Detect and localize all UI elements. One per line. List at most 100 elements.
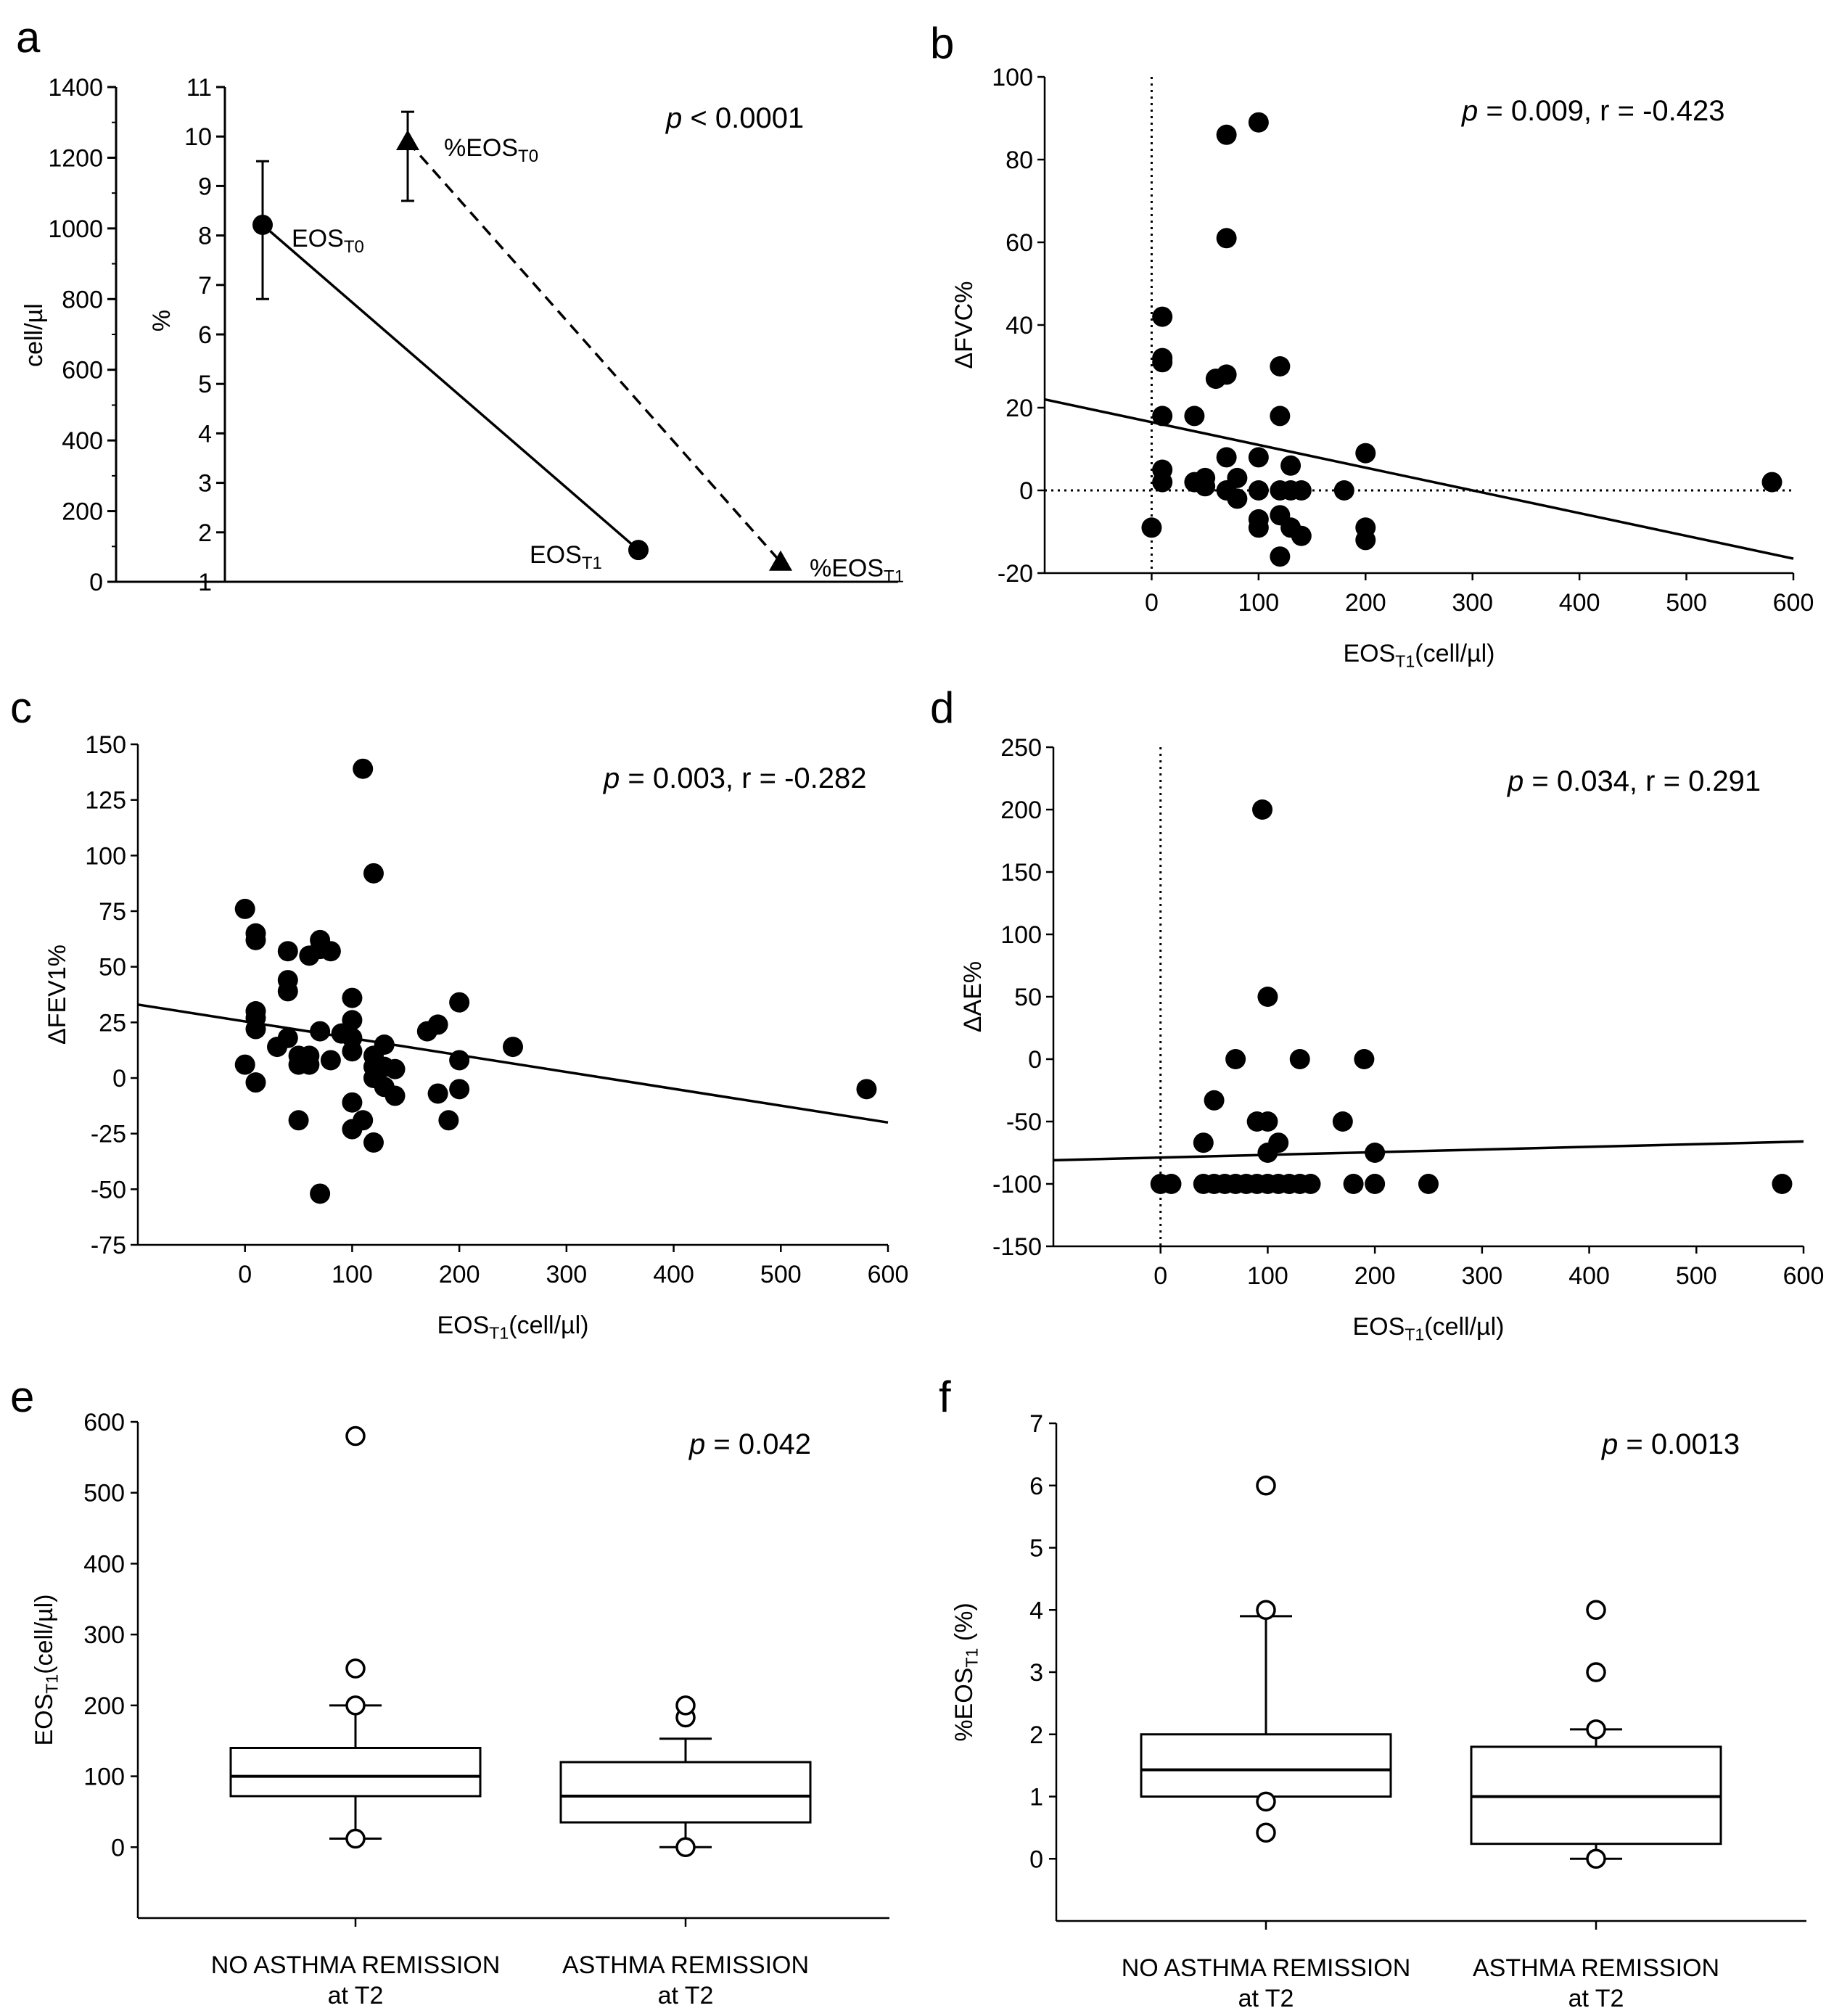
y-tick-label: 100	[83, 1764, 125, 1791]
left-y-tick-label: 400	[62, 427, 103, 455]
group-label: NO ASTHMA REMISSION	[211, 1951, 501, 1979]
data-point	[1761, 472, 1782, 493]
x-tick-label: 0	[238, 1261, 252, 1288]
inner-y-tick-label: 3	[198, 470, 212, 498]
data-point	[277, 1027, 298, 1048]
data-point	[1225, 1049, 1246, 1069]
group-label: ASTHMA REMISSION	[1473, 1954, 1719, 1982]
axis-label-rest: (cell/µl)	[1424, 1313, 1504, 1341]
point-label: EOST1	[530, 541, 602, 573]
panel-e-chart: 0 100 200 300 400 500 600 NO ASTHMA REMISSION at…	[83, 1409, 889, 2009]
axis-label-subscript: T1	[489, 1323, 509, 1342]
x-tick-label: 600	[1773, 589, 1814, 617]
x-tick-label: 100	[1247, 1262, 1288, 1290]
inner-y-tick-label: 6	[198, 321, 212, 349]
y-tick-label: 6	[1029, 1473, 1043, 1500]
data-point	[1248, 517, 1269, 538]
outlier-point	[1256, 1476, 1276, 1496]
y-tick-label: 200	[1000, 797, 1042, 824]
outlier-point	[345, 1695, 366, 1716]
data-point	[245, 929, 266, 950]
y-tick-label: 40	[1006, 312, 1033, 340]
axis-label: EOST1(cell/µl)	[1352, 1313, 1504, 1344]
axis-label-rest: (cell/µl)	[509, 1312, 588, 1339]
left-y-tick-label: 800	[62, 286, 103, 313]
data-point	[1270, 406, 1291, 427]
data-point	[1248, 112, 1269, 133]
inner-y-tick-label: 11	[186, 74, 212, 102]
x-tick-label: 400	[1559, 589, 1600, 617]
y-tick-label: 250	[1000, 734, 1042, 762]
data-point	[1291, 525, 1312, 546]
data-point	[1216, 447, 1237, 468]
group-label-sub: at T2	[1238, 1985, 1294, 2012]
axis-label-subscript: T1	[42, 1674, 61, 1694]
x-tick-label: 500	[760, 1261, 802, 1288]
axis-label-main: EOS	[1343, 640, 1395, 667]
left-y-tick-label: 1200	[48, 144, 103, 172]
outlier-point	[1586, 1719, 1606, 1740]
outlier-point	[1256, 1822, 1276, 1843]
data-point	[1268, 1132, 1289, 1153]
y-tick-label: 0	[1029, 1846, 1043, 1873]
data-point	[363, 1132, 384, 1153]
inner-y-tick-label: 10	[184, 123, 212, 151]
data-point	[1270, 546, 1291, 567]
y-axis-label: ΔFVC%	[950, 281, 978, 369]
y-tick-label: 300	[83, 1621, 125, 1649]
x-tick-label: 300	[1461, 1262, 1502, 1290]
data-point	[1289, 1049, 1310, 1069]
outlier-point	[675, 1695, 696, 1716]
data-point	[1152, 306, 1173, 327]
data-point	[1772, 1174, 1793, 1194]
regression-line	[1053, 1140, 1804, 1162]
inner-y-tick-label: 1	[198, 569, 212, 596]
y-tick-label: 500	[83, 1480, 125, 1507]
data-point-triangle	[396, 130, 419, 151]
x-tick-label: 0	[1154, 1262, 1167, 1290]
panel-f-chart: 0 1 2 3 4 5 6 7 NO ASTHMA REMISSION at T2 ASTHMA R…	[1029, 1410, 1806, 2012]
outlier-point	[1586, 1662, 1606, 1682]
outlier-point	[1256, 1600, 1276, 1620]
y-tick-label: -50	[1006, 1108, 1042, 1136]
data-point	[1216, 228, 1237, 249]
y-tick-label: 400	[83, 1550, 125, 1578]
y-tick-label: 0	[111, 1834, 125, 1861]
axis-label-main: EOS	[437, 1312, 489, 1339]
x-tick-label: 100	[1238, 589, 1279, 617]
p-symbol: p	[1601, 1428, 1618, 1460]
left-y-tick-label: 1400	[48, 74, 103, 102]
data-point	[1152, 352, 1173, 373]
axis-label: EOST1(cell/µl)	[437, 1312, 588, 1342]
y-tick-label: 100	[85, 842, 126, 870]
y-tick-label: 20	[1006, 395, 1033, 422]
point-label-subscript: T0	[344, 237, 364, 257]
data-point	[299, 1054, 320, 1075]
data-point	[856, 1079, 877, 1100]
y-tick-label: 4	[1029, 1597, 1043, 1624]
data-point	[1300, 1174, 1321, 1194]
x-tick-label: 0	[1145, 589, 1159, 617]
x-tick-label: 500	[1676, 1262, 1717, 1290]
data-point	[449, 1079, 470, 1100]
group-label: NO ASTHMA REMISSION	[1122, 1954, 1411, 1982]
data-point	[1204, 1090, 1225, 1111]
p-value-text: = 0.042	[705, 1428, 811, 1460]
outlier-point	[345, 1658, 366, 1679]
data-point	[363, 863, 384, 884]
data-point	[374, 1034, 395, 1055]
x-tick-label: 300	[546, 1261, 587, 1288]
inner-y-tick-label: 8	[198, 223, 212, 250]
axis-label-subscript: T1	[1395, 651, 1415, 670]
point-label-main: EOS	[292, 225, 344, 252]
data-point	[1332, 1111, 1353, 1132]
data-point	[1365, 1174, 1386, 1194]
panel-letter-c: c	[10, 683, 32, 732]
p-symbol: p	[603, 762, 620, 794]
data-point	[310, 1183, 331, 1204]
point-label-subscript: T1	[884, 567, 904, 587]
box-iqr	[229, 1746, 482, 1798]
regression-line	[1044, 398, 1794, 560]
data-point	[342, 1041, 363, 1062]
data-point	[342, 1092, 363, 1113]
